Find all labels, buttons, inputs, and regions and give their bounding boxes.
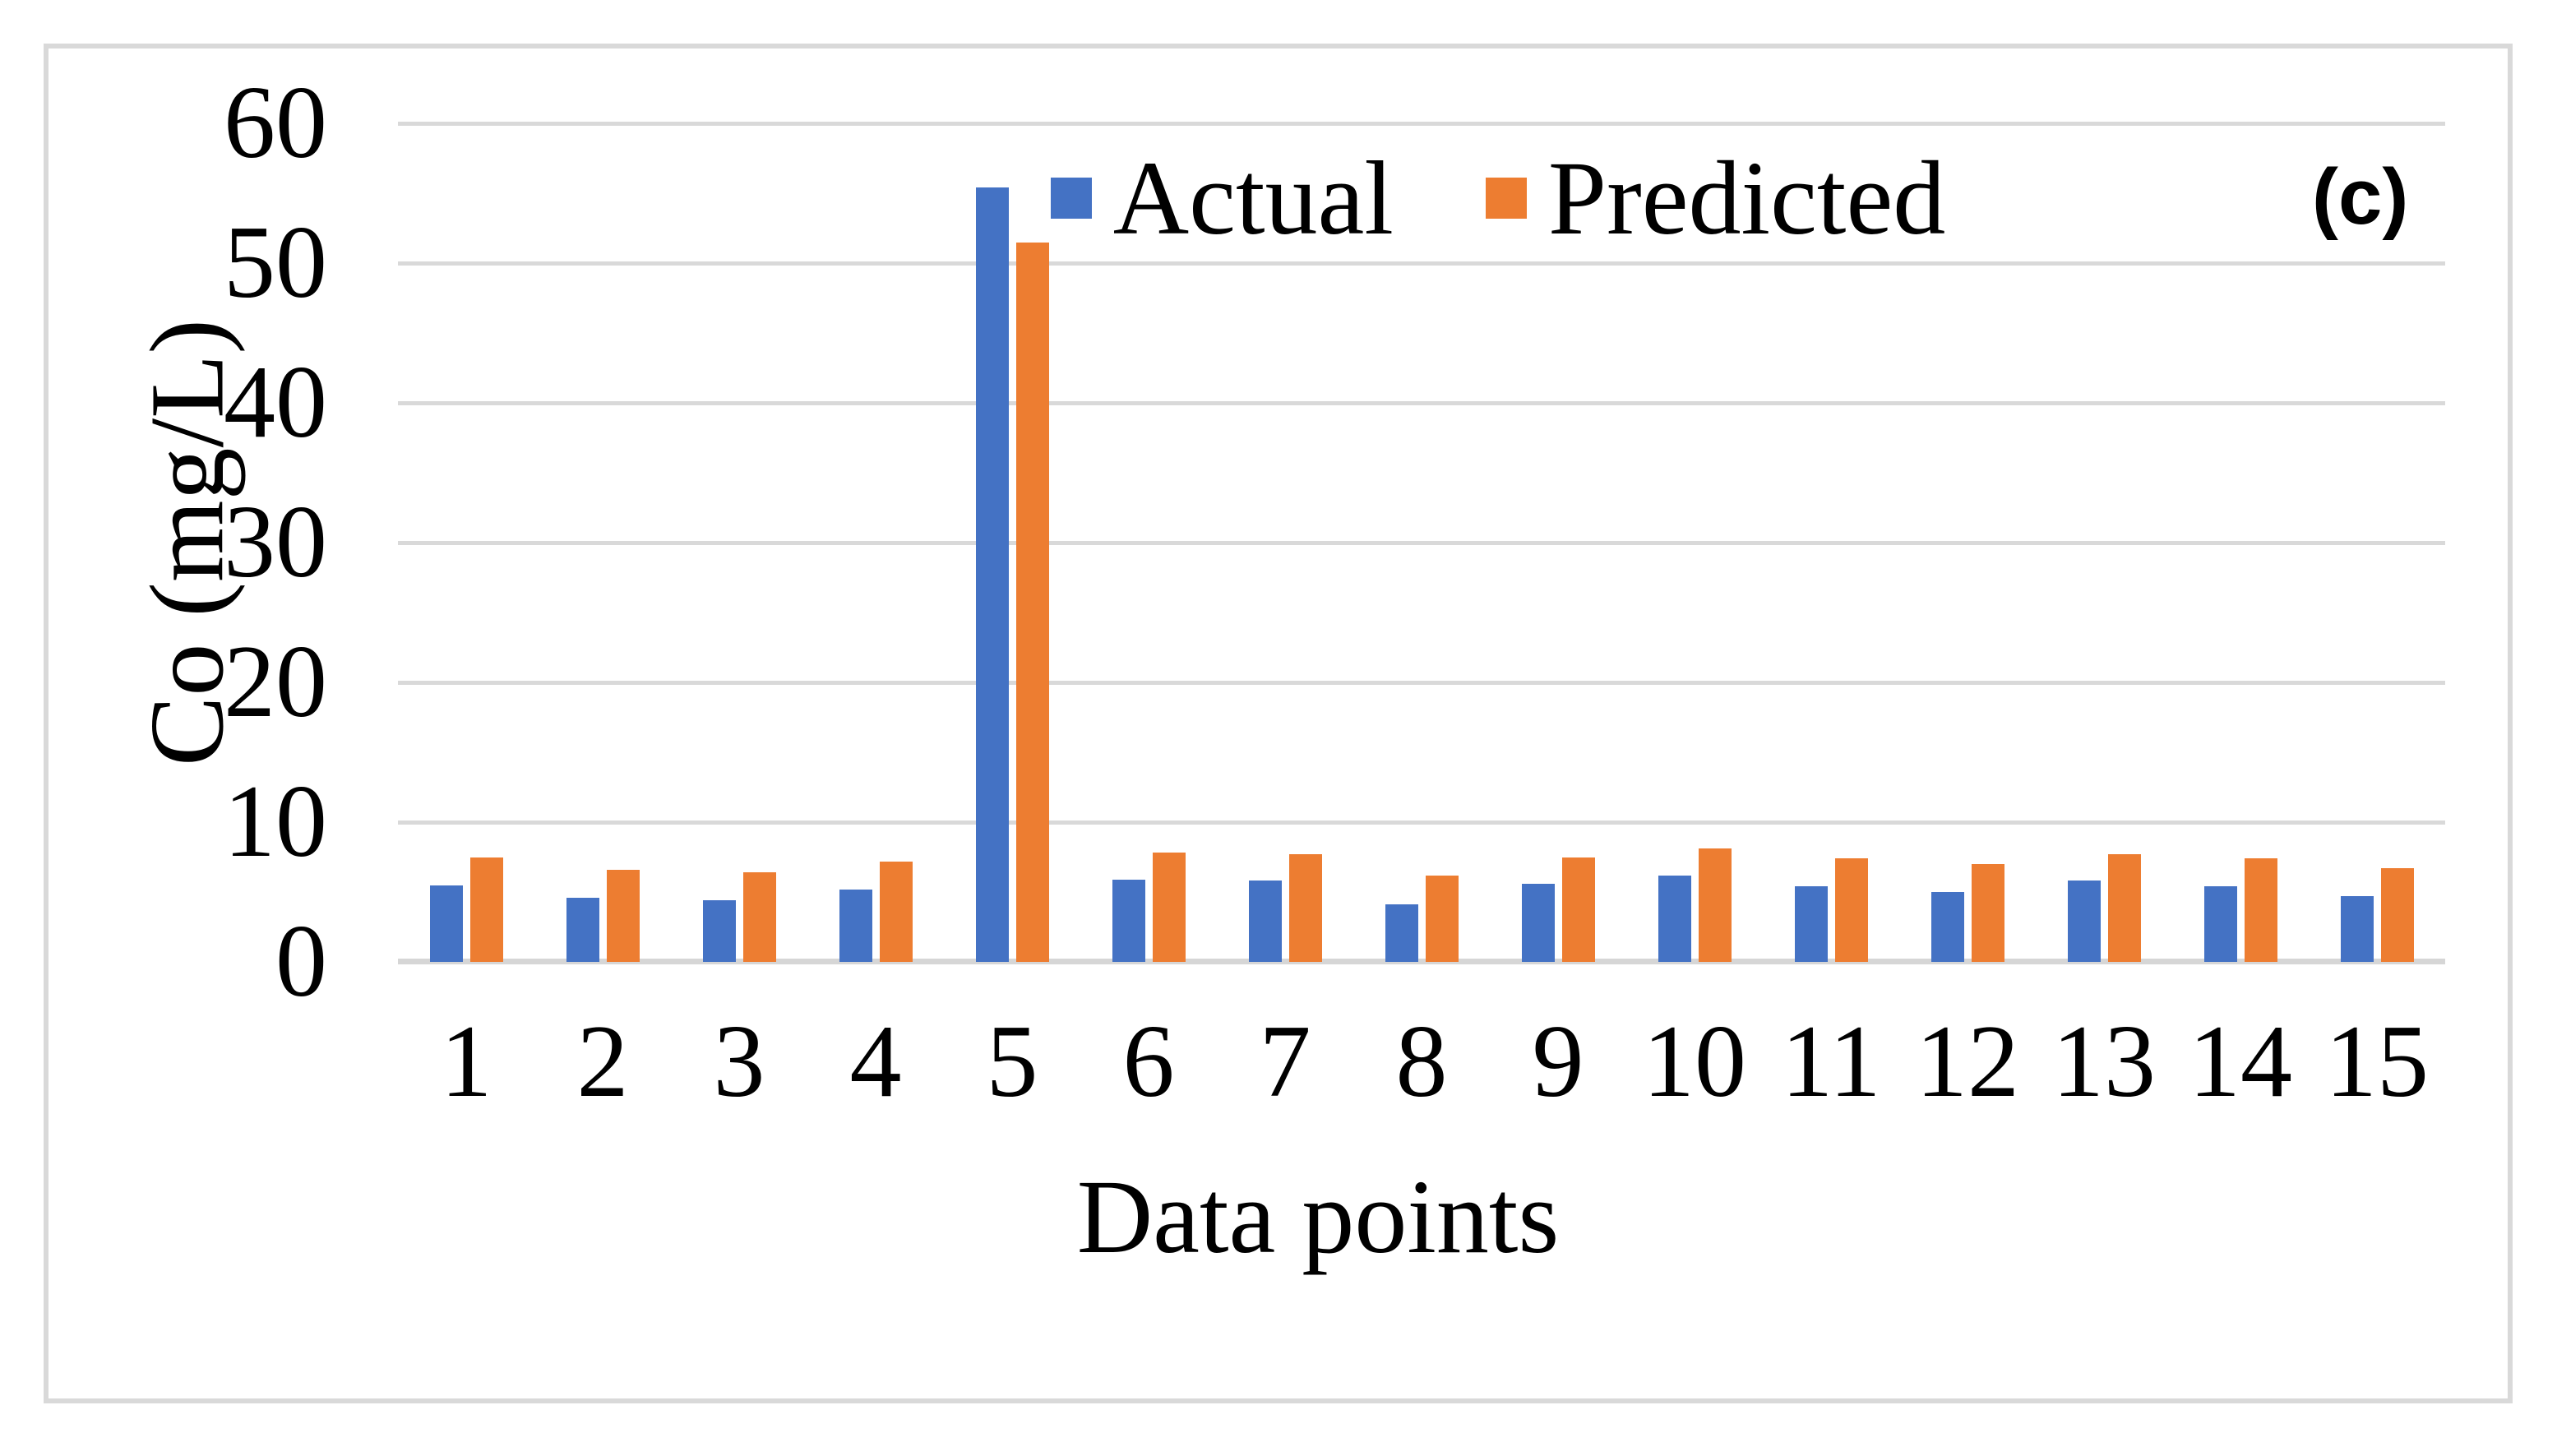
bar-groups: [398, 123, 2445, 962]
y-tick-50: 50: [224, 206, 327, 320]
bar-group-2: [534, 123, 671, 962]
y-tick-30: 30: [224, 485, 327, 599]
gridline-y0: [398, 959, 2445, 964]
figure-border: [44, 44, 2513, 1403]
x-tick-6: 6: [1122, 1005, 1175, 1119]
bar-group-13: [2036, 123, 2172, 962]
y-tick-10: 10: [224, 765, 327, 879]
gridline-y30: [398, 540, 2445, 545]
legend-label-predicted: Predicted: [1547, 140, 1946, 257]
bar-group-4: [807, 123, 944, 962]
bar-actual-3: [702, 900, 736, 962]
gridline-y50: [398, 261, 2445, 266]
bar-actual-4: [839, 889, 872, 962]
bar-group-14: [2172, 123, 2309, 962]
bar-predicted-15: [2380, 868, 2414, 962]
bar-actual-15: [2340, 896, 2374, 962]
x-tick-3: 3: [713, 1005, 765, 1119]
gridline-y60: [398, 121, 2445, 126]
x-tick-8: 8: [1395, 1005, 1448, 1119]
bar-actual-7: [1248, 881, 1282, 962]
x-tick-11: 11: [1781, 1005, 1881, 1119]
x-tick-7: 7: [1259, 1005, 1311, 1119]
bar-group-8: [1353, 123, 1490, 962]
bar-predicted-14: [2244, 858, 2277, 962]
x-tick-15: 15: [2325, 1005, 2429, 1119]
bar-group-12: [1899, 123, 2036, 962]
x-axis-title: Data points: [1076, 1158, 1560, 1275]
bar-group-15: [2309, 123, 2445, 962]
gridline-y20: [398, 680, 2445, 685]
bar-group-3: [671, 123, 807, 962]
bar-predicted-11: [1834, 858, 1868, 962]
legend-swatch-actual: [1050, 178, 1092, 219]
bar-group-10: [1626, 123, 1763, 962]
bar-group-5: [944, 123, 1080, 962]
bar-predicted-6: [1152, 853, 1186, 962]
bar-actual-6: [1112, 879, 1145, 962]
x-tick-13: 13: [2052, 1005, 2156, 1119]
bar-predicted-7: [1288, 854, 1322, 962]
x-tick-12: 12: [1916, 1005, 2019, 1119]
x-tick-1: 1: [440, 1005, 492, 1119]
bar-predicted-1: [469, 857, 503, 962]
x-tick-10: 10: [1643, 1005, 1746, 1119]
y-tick-60: 60: [224, 66, 327, 180]
gridline-y10: [398, 820, 2445, 825]
bar-actual-2: [566, 897, 599, 962]
bar-actual-10: [1658, 875, 1691, 962]
bar-actual-14: [2203, 886, 2237, 962]
bar-group-7: [1217, 123, 1353, 962]
bar-actual-12: [1930, 892, 1964, 962]
x-tick-14: 14: [2189, 1005, 2292, 1119]
plot-area: [398, 121, 2445, 964]
y-tick-40: 40: [224, 345, 327, 460]
legend-swatch-predicted: [1485, 178, 1527, 219]
bar-actual-13: [2067, 881, 2101, 962]
bar-actual-8: [1385, 904, 1418, 962]
bar-predicted-12: [1971, 864, 2004, 962]
x-tick-4: 4: [849, 1005, 902, 1119]
x-tick-2: 2: [576, 1005, 629, 1119]
bar-actual-5: [975, 187, 1009, 962]
gridline-y40: [398, 400, 2445, 405]
panel-label: (c): [2312, 153, 2409, 241]
legend-item-predicted: Predicted: [1485, 140, 1946, 257]
x-tick-9: 9: [1532, 1005, 1584, 1119]
bar-predicted-3: [742, 872, 776, 962]
bar-predicted-2: [606, 869, 640, 962]
bar-predicted-4: [879, 861, 913, 962]
bar-predicted-8: [1425, 875, 1459, 962]
bar-group-6: [1080, 123, 1217, 962]
bar-predicted-5: [1015, 242, 1049, 962]
bar-group-1: [398, 123, 534, 962]
bar-predicted-13: [2107, 854, 2141, 962]
x-tick-5: 5: [986, 1005, 1038, 1119]
legend-item-actual: Actual: [1050, 140, 1394, 257]
y-tick-20: 20: [224, 625, 327, 739]
bar-actual-1: [429, 885, 463, 962]
bar-group-11: [1763, 123, 1899, 962]
bar-actual-11: [1794, 886, 1828, 962]
bar-actual-9: [1521, 883, 1555, 962]
bar-group-9: [1490, 123, 1626, 962]
bar-predicted-9: [1561, 857, 1595, 962]
bar-predicted-10: [1698, 848, 1732, 962]
legend: Actual Predicted: [474, 146, 2522, 251]
y-tick-0: 0: [275, 904, 327, 1019]
legend-label-actual: Actual: [1112, 140, 1394, 257]
